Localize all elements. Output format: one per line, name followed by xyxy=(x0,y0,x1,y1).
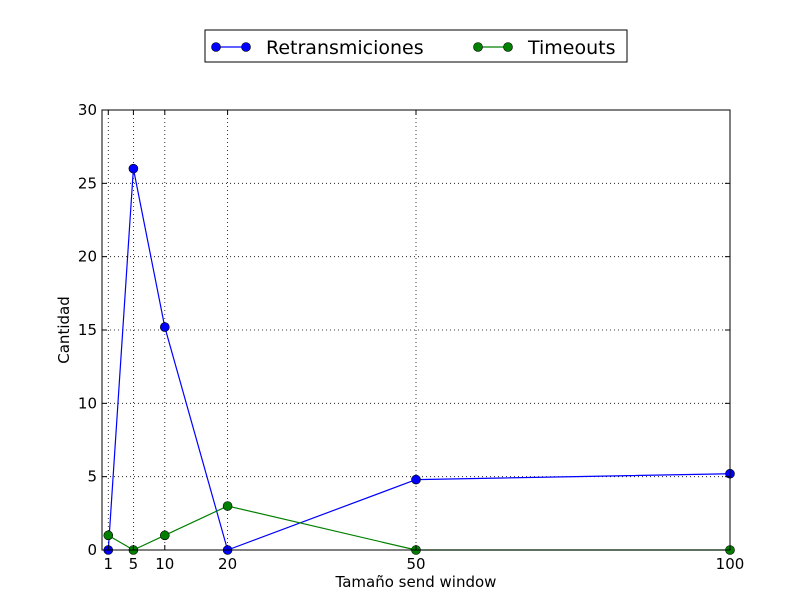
x-tick-label: 5 xyxy=(129,555,139,573)
series-layer xyxy=(103,163,735,555)
legend-entry: Timeouts xyxy=(473,37,616,59)
y-tick-label: 30 xyxy=(78,101,97,119)
data-point xyxy=(160,530,170,541)
x-tick-label: 100 xyxy=(716,555,745,573)
legend-label: Retransmiciones xyxy=(266,37,424,59)
data-point xyxy=(222,501,233,511)
legend-marker xyxy=(503,42,513,52)
x-tick-label: 1 xyxy=(104,555,114,573)
series-retransmiciones xyxy=(103,163,735,555)
series-line xyxy=(107,505,730,551)
legend: Retransmiciones Timeouts xyxy=(204,29,628,63)
legend-entry: Retransmiciones xyxy=(211,37,424,59)
series-timeouts xyxy=(103,501,735,555)
data-point xyxy=(411,474,421,485)
series-line xyxy=(107,168,731,551)
x-tick-label: 50 xyxy=(406,555,425,573)
legend-marker xyxy=(211,42,221,52)
y-axis: 0 5 10 15 20 25 30 xyxy=(78,101,730,559)
legend-marker xyxy=(241,42,251,52)
legend-label: Timeouts xyxy=(527,37,616,59)
data-point xyxy=(128,163,139,174)
x-tick-label: 20 xyxy=(218,555,237,573)
legend-marker xyxy=(473,42,483,52)
x-tick-label: 10 xyxy=(155,555,174,573)
y-axis-label: Cantidad xyxy=(55,296,73,363)
y-tick-label: 20 xyxy=(78,248,97,266)
x-axis-label: Tamaño send window xyxy=(335,573,497,591)
x-axis: 1 5 10 20 50 100 xyxy=(104,110,745,573)
y-tick-label: 0 xyxy=(87,541,97,559)
y-tick-label: 25 xyxy=(78,174,97,192)
data-point xyxy=(103,530,114,541)
legend-box xyxy=(204,29,628,63)
y-tick-label: 10 xyxy=(78,394,97,412)
y-tick-label: 15 xyxy=(78,321,97,339)
y-tick-label: 5 xyxy=(87,468,97,486)
data-point xyxy=(160,322,170,332)
